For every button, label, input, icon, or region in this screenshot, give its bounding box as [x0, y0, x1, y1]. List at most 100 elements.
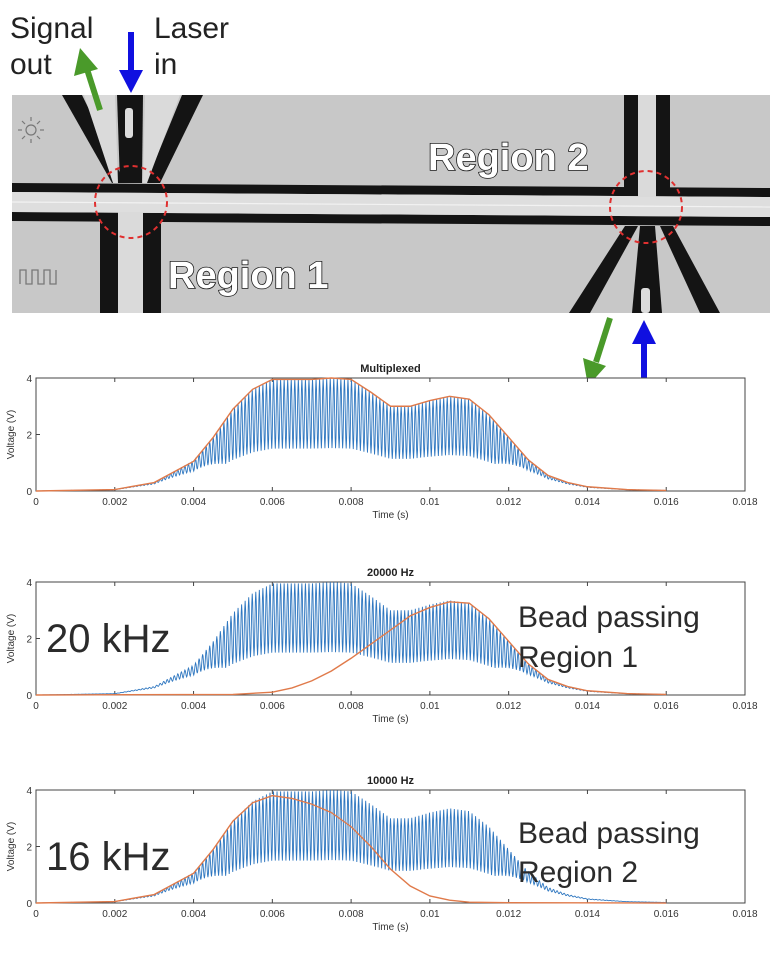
panel2-note-line1: Bead passing [518, 601, 700, 634]
chart-title: 20000 Hz [367, 567, 415, 579]
charts: Multiplexed 0 0.002 0.004 0.006 0.008 0.01 0.01… [6, 363, 758, 933]
y-tick-label: 4 [26, 374, 32, 385]
signal-out-arrow-shaft-2 [593, 317, 613, 363]
y-tick-label: 0 [26, 487, 32, 498]
x-tick-label: 0.018 [732, 701, 757, 712]
x-tick-label: 0.018 [732, 909, 757, 920]
x-tick-label: 0.014 [575, 909, 600, 920]
y-axis-label: Voltage (V) [6, 614, 17, 663]
x-tick-label: 0.008 [339, 497, 364, 508]
chart-title: Multiplexed [360, 363, 421, 375]
y-axis-label: Voltage (V) [6, 410, 17, 459]
y-tick-label: 2 [26, 635, 32, 646]
micrograph: Region 2 Region 1 [11, 95, 771, 313]
x-tick-label: 0.016 [654, 909, 679, 920]
fiber-wall-right-1 [146, 95, 203, 183]
sun-fiducial-icon [18, 117, 44, 143]
y-tick-label: 2 [26, 431, 32, 442]
x-tick-label: 0.01 [420, 909, 440, 920]
panel2-note-line2: Region 1 [518, 641, 638, 674]
x-tick-label: 0.014 [575, 497, 600, 508]
y-tick-label: 0 [26, 691, 32, 702]
region1-lumen-top [84, 95, 118, 183]
region2-junction [569, 95, 720, 313]
x-tick-label: 0.004 [181, 497, 206, 508]
x-tick-label: 0.002 [102, 701, 127, 712]
y-axis-label: Voltage (V) [6, 822, 17, 871]
panel3-note-line2: Region 2 [518, 856, 638, 889]
inlet-wall-left-2 [624, 95, 638, 188]
y-tick-label: 4 [26, 578, 32, 589]
laser-in-arrow-icon-2 [632, 320, 656, 344]
signal-out-label-line1: Signal [10, 12, 93, 45]
x-tick-label: 0.002 [102, 497, 127, 508]
channel-wall-top [12, 183, 770, 197]
signal-out-label-line2: out [10, 48, 52, 81]
laser-in-label-line1: Laser [154, 12, 229, 45]
signal-out-arrow-shaft [83, 65, 103, 111]
y-tick-label: 2 [26, 843, 32, 854]
laser-in-arrow-icon [119, 70, 143, 93]
x-tick-label: 0.016 [654, 497, 679, 508]
laser-in-label-line2: in [154, 48, 177, 81]
region2-label: Region 2 [428, 137, 588, 179]
x-axis-label: Time (s) [372, 510, 408, 521]
signal-series [35, 790, 667, 904]
y-tick-label: 4 [26, 786, 32, 797]
outlet-wall-left-1 [100, 221, 118, 313]
x-tick-label: 0.018 [732, 497, 757, 508]
inlet-lumen-2 [638, 95, 656, 197]
x-tick-label: 0.008 [339, 909, 364, 920]
panel3-frequency-note: 16 kHz [46, 835, 171, 879]
fiber-core-2 [632, 226, 662, 313]
plot-area [35, 581, 746, 696]
region1-lumen-top-r [143, 95, 180, 183]
panel2-frequency-note: 20 kHz [46, 617, 171, 661]
x-axis-label: Time (s) [372, 922, 408, 933]
fiber-core-slot-2 [641, 288, 650, 313]
envelope-series [35, 794, 667, 904]
region1-marker-circle [94, 165, 168, 239]
inlet-wall-right-2 [656, 95, 670, 188]
x-tick-label: 0.014 [575, 701, 600, 712]
x-tick-label: 0.008 [339, 701, 364, 712]
region1-label: Region 1 [168, 255, 328, 297]
chart-panel-2: 20000 Hz 0 0.002 0.004 0.006 0.008 0.01 0.012 0.… [6, 567, 758, 725]
panel3-note-line1: Bead passing [518, 817, 700, 850]
x-axis-label: Time (s) [372, 714, 408, 725]
x-tick-label: 0.01 [420, 701, 440, 712]
chart-panel-3: 10000 Hz 0 0.002 0.004 0.006 0.008 0.01 0.012 0.… [6, 775, 758, 933]
main-channel [11, 183, 771, 226]
region2-marker-circle [609, 170, 683, 244]
envelope-series [35, 377, 667, 492]
x-tick-label: 0.006 [260, 701, 285, 712]
x-tick-label: 0 [33, 701, 39, 712]
fiber-core-slot-1 [125, 108, 133, 138]
x-tick-label: 0.012 [496, 497, 521, 508]
fiber-wall-left-2 [569, 226, 638, 313]
chart-panel-1: Multiplexed 0 0.002 0.004 0.006 0.008 0.01 0.01… [6, 363, 758, 521]
x-tick-label: 0.012 [496, 701, 521, 712]
channel-centerline [11, 201, 771, 208]
x-tick-label: 0.016 [654, 701, 679, 712]
x-tick-label: 0 [33, 497, 39, 508]
fiber-core-1 [117, 95, 143, 183]
x-tick-label: 0.006 [260, 497, 285, 508]
x-tick-label: 0.006 [260, 909, 285, 920]
x-tick-label: 0.002 [102, 909, 127, 920]
x-tick-label: 0.004 [181, 701, 206, 712]
x-tick-label: 0.01 [420, 497, 440, 508]
region1-junction [62, 95, 203, 313]
y-tick-label: 0 [26, 899, 32, 910]
chart-title: 10000 Hz [367, 775, 415, 787]
outlet-lumen-1 [118, 212, 143, 313]
fiber-wall-right-2 [660, 226, 720, 313]
x-tick-label: 0.004 [181, 909, 206, 920]
channel-wall-bottom [12, 212, 770, 226]
envelope-series [35, 601, 667, 696]
top-arrows: Signal out Laser in [10, 12, 229, 111]
plot-area [35, 377, 746, 492]
serpentine-fiducial-icon [19, 269, 57, 285]
plot-area [35, 789, 746, 904]
